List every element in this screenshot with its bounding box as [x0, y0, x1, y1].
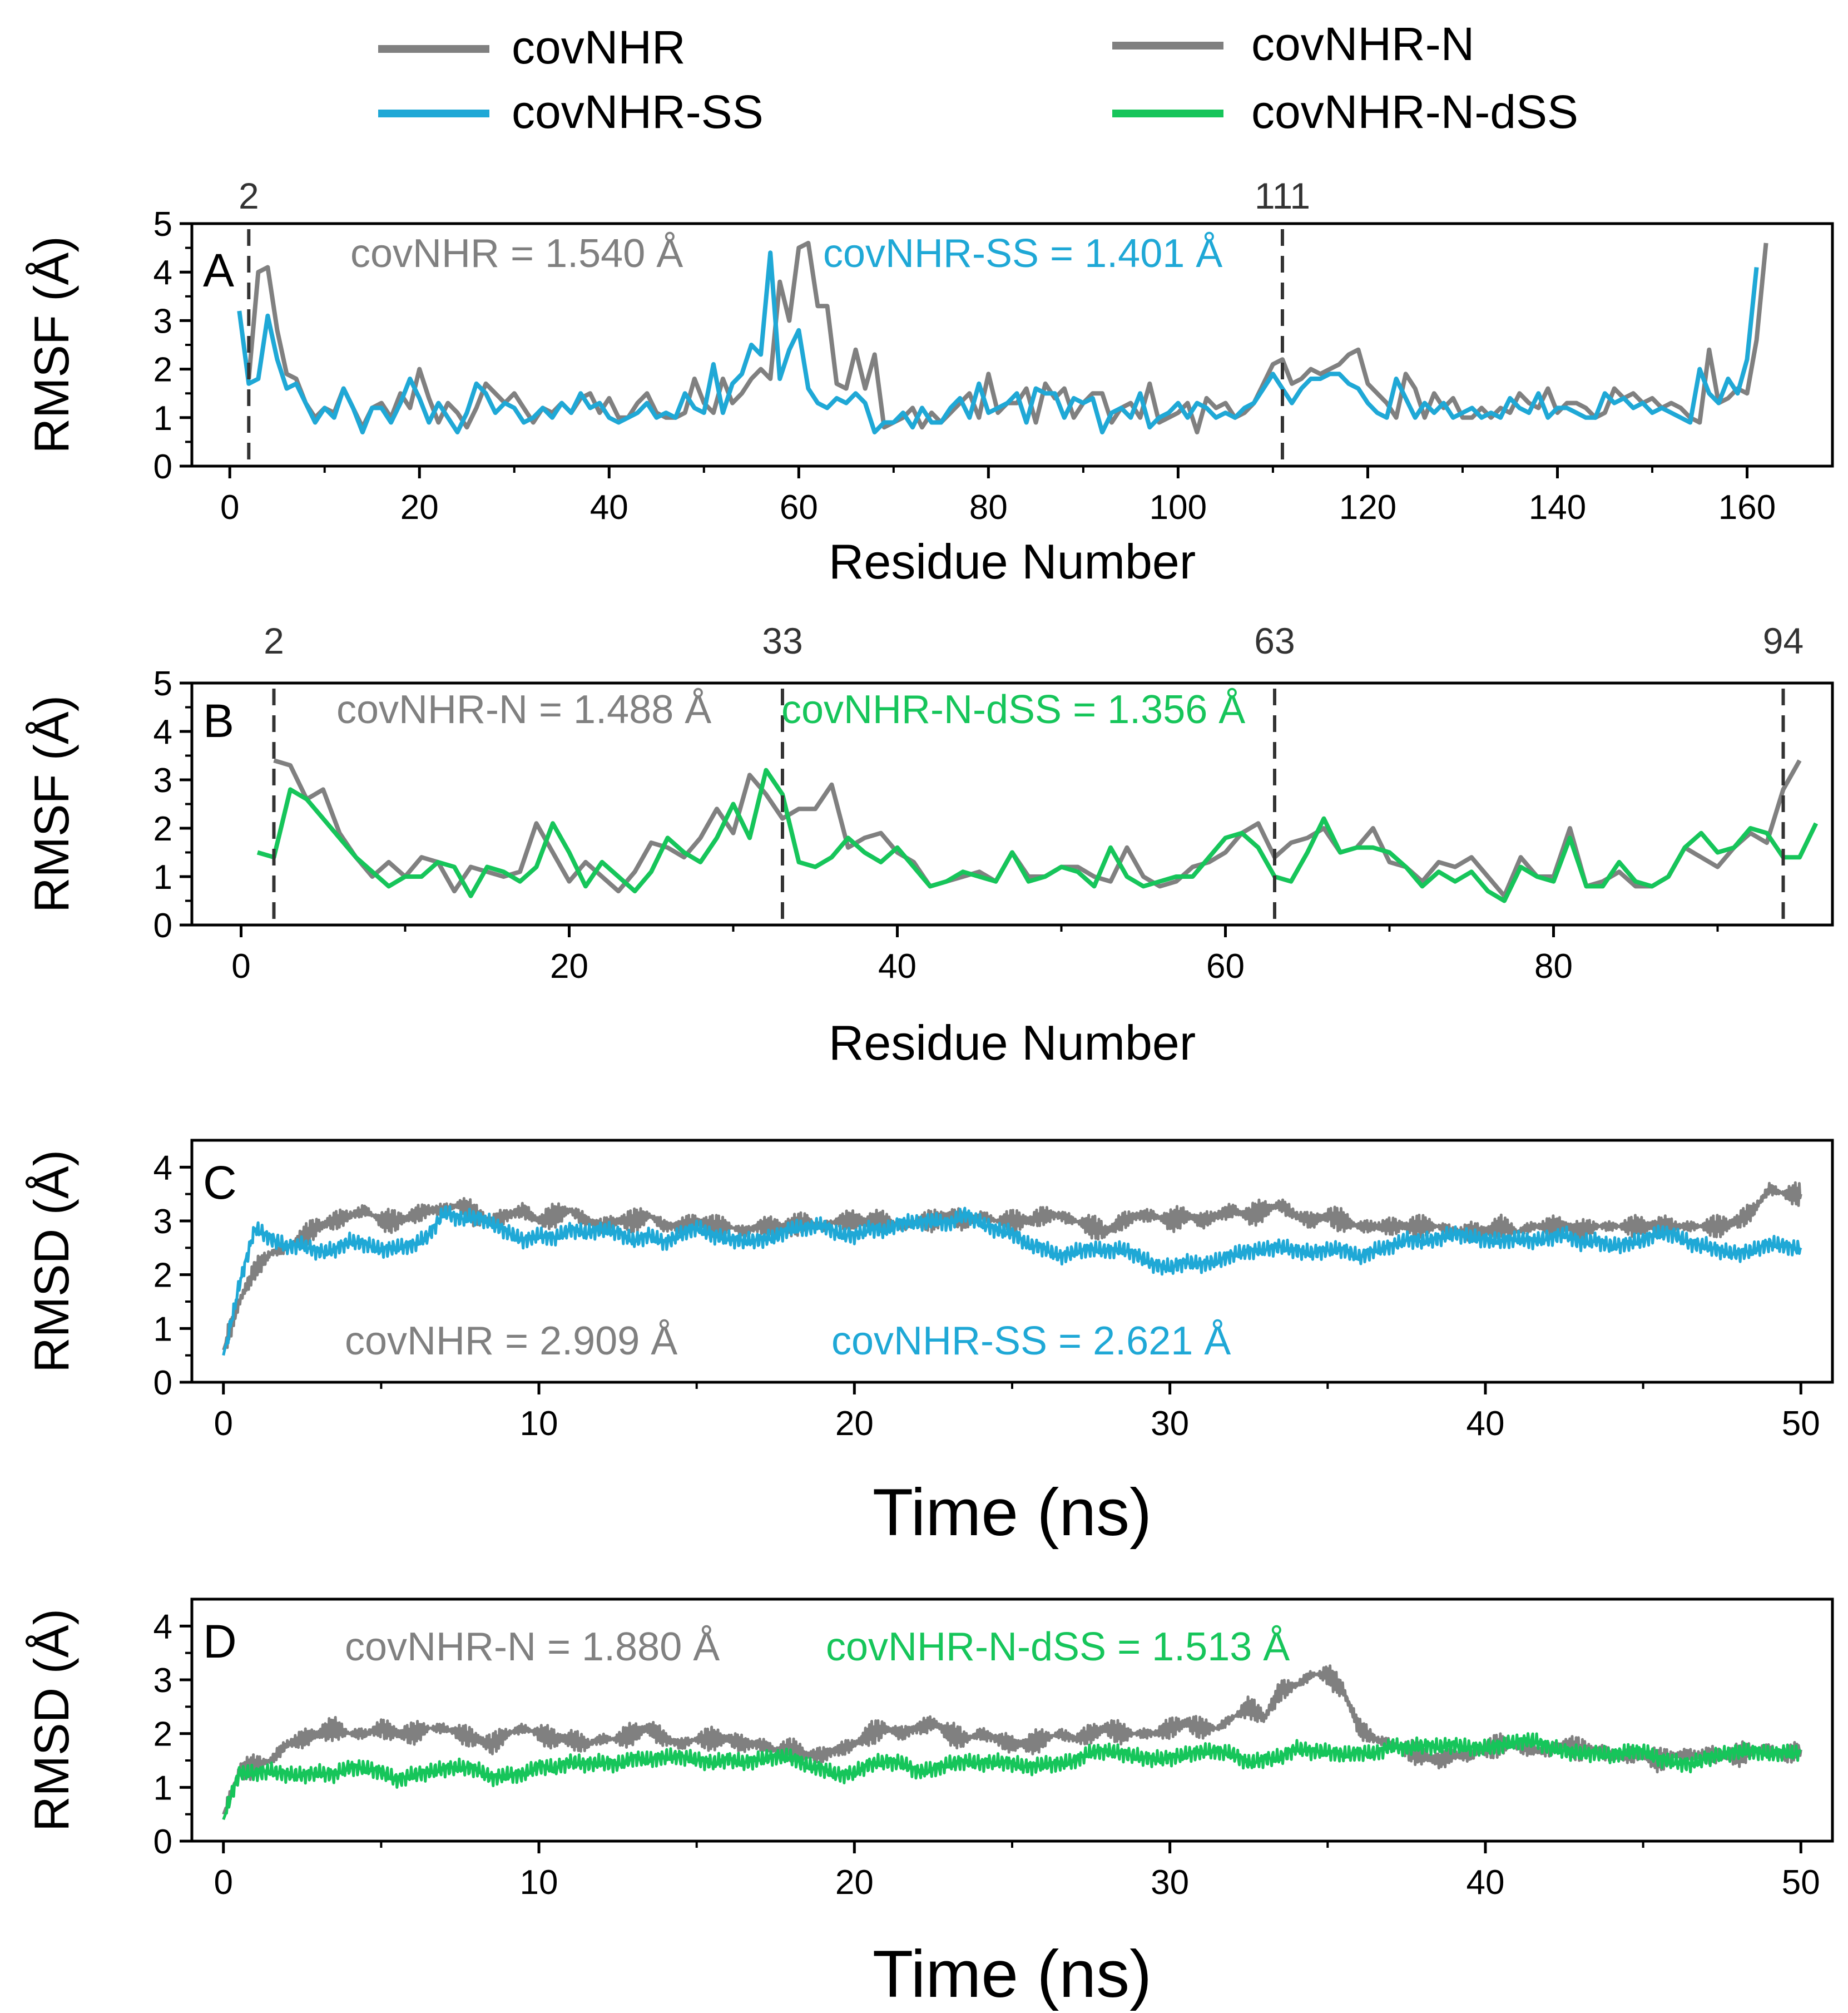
panel-d-annotation-2: covNHR-N-dSS = 1.513 Å [826, 1625, 1290, 1669]
legend: covNHR covNHR-SS covNHR-N covNHR-N-dSS [378, 18, 1578, 138]
panel-c-ytick-label: 2 [153, 1257, 172, 1295]
panel-a-series-group [237, 240, 1768, 434]
panel-c-ylabel: RMSD (Å) [24, 1150, 79, 1373]
panel-d-ytick-label: 1 [153, 1769, 172, 1807]
panel-d-ytick-label: 0 [153, 1823, 172, 1861]
panel-d-ytick-label: 2 [153, 1715, 172, 1754]
panel-c-xtick-label: 30 [1151, 1404, 1189, 1443]
panel-d-xtick-label: 50 [1782, 1863, 1820, 1902]
panel-d-ylabel: RMSD (Å) [24, 1609, 79, 1832]
panel-a-ylabel: RMSF (Å) [24, 236, 79, 453]
panel-a-rmsf: 0 20 40 60 80 100 120 140 160 0 1 2 3 4 5 2 111 A covNHR =… [24, 175, 1834, 589]
panel-c-annotation-1: covNHR = 2.909 Å [345, 1319, 677, 1363]
panel-c-xtick-label: 10 [520, 1404, 558, 1443]
panel-b-xtick-label: 40 [878, 947, 916, 986]
panel-c-ytick-label: 0 [153, 1364, 172, 1402]
panel-c-ytick-label: 4 [153, 1149, 172, 1187]
panel-b-xtick-label: 80 [1534, 947, 1573, 986]
panel-a-xtick-label: 60 [780, 488, 818, 527]
panel-b-marker-label-33: 33 [762, 620, 802, 661]
panel-d-plot-frame [190, 1597, 1834, 1843]
panel-c-letter: C [203, 1156, 237, 1209]
panel-c-ytick-label: 1 [153, 1310, 172, 1348]
panel-c-xtick-label: 50 [1782, 1404, 1820, 1443]
legend-label-covnhr-n: covNHR-N [1251, 18, 1474, 70]
panel-c-xtick-label: 0 [214, 1404, 232, 1443]
panel-c-annotation-2: covNHR-SS = 2.621 Å [831, 1319, 1231, 1363]
panel-d-xtick-label: 20 [835, 1863, 874, 1902]
panel-b-annotation-2: covNHR-N-dSS = 1.356 Å [781, 688, 1245, 732]
panel-a-ytick-label: 4 [153, 254, 172, 292]
legend-label-covnhr: covNHR [512, 21, 686, 73]
panel-d-series-covnhr-n-dss [222, 1732, 1802, 1821]
panel-a-xtick-label: 40 [590, 488, 628, 527]
panel-b-marker-label-63: 63 [1254, 620, 1295, 661]
panel-a-plot-frame [190, 222, 1834, 468]
panel-a-letter: A [203, 244, 234, 296]
panel-b-series-covnhr-n-dss [256, 768, 1819, 903]
panel-b-ytick-label: 1 [153, 858, 172, 897]
panel-a-annotation-1: covNHR = 1.540 Å [350, 231, 683, 276]
panel-b-marker-label-94: 94 [1763, 620, 1804, 661]
panel-b-letter: B [203, 695, 234, 747]
panel-a-ytick-label: 2 [153, 351, 172, 389]
panel-a-xtick-label: 20 [400, 488, 439, 527]
panel-b-xlabel: Residue Number [829, 1015, 1196, 1070]
panel-d-xtick-label: 10 [520, 1863, 558, 1902]
panel-a-xlabel: Residue Number [829, 534, 1196, 589]
panel-d-xtick-label: 30 [1151, 1863, 1189, 1902]
panel-a-ytick-label: 1 [153, 399, 172, 438]
panel-b-series-covnhr-n [273, 758, 1802, 898]
panel-d-series-group [222, 1664, 1802, 1821]
panel-c-ytick-label: 3 [153, 1203, 172, 1241]
panel-b-xtick-label: 60 [1206, 947, 1245, 986]
panel-a-xtick-label: 120 [1339, 488, 1396, 527]
panel-d-xtick-label: 40 [1466, 1863, 1504, 1902]
panel-c-series-group [222, 1181, 1802, 1356]
panel-c-xtick-label: 20 [835, 1404, 874, 1443]
panel-c-xtick-label: 40 [1466, 1404, 1504, 1443]
panel-a-series-covnhr-ss [237, 250, 1759, 434]
panel-b-ytick-label: 5 [153, 665, 172, 703]
panel-a-xtick-label: 160 [1718, 488, 1776, 527]
panel-c-xlabel: Time (ns) [873, 1475, 1152, 1550]
panel-a-marker-label-111: 111 [1255, 175, 1310, 216]
panel-b-series-group [256, 758, 1819, 903]
panel-d-annotation-1: covNHR-N = 1.880 Å [345, 1625, 720, 1669]
panel-a-xtick-label: 80 [969, 488, 1008, 527]
panel-a-ytick-label: 3 [153, 302, 172, 340]
panel-a-ytick-label: 5 [153, 205, 172, 244]
panel-c-series-covnhr-ss [222, 1205, 1802, 1356]
panel-b-ytick-label: 0 [153, 907, 172, 945]
panel-a-xtick-label: 100 [1150, 488, 1207, 527]
panel-a-annotation-2: covNHR-SS = 1.401 Å [823, 231, 1222, 276]
panel-d-xlabel: Time (ns) [873, 1937, 1152, 2011]
panel-b-ytick-label: 3 [153, 761, 172, 800]
panel-b-ytick-label: 2 [153, 810, 172, 848]
panel-d-ytick-label: 3 [153, 1661, 172, 1700]
panel-c-plot-frame [190, 1139, 1834, 1384]
panel-b-rmsf: 0 20 40 60 80 0 1 2 3 4 5 2 33 63 94 B covNHR-N = 1.488 … [24, 620, 1834, 1070]
panel-b-marker-label-2: 2 [264, 620, 284, 661]
panel-b-ytick-label: 4 [153, 713, 172, 751]
panel-b-xtick-label: 20 [550, 947, 588, 986]
panel-b-plot-frame [190, 681, 1834, 927]
panel-a-ytick-label: 0 [153, 448, 172, 486]
panel-a-xtick-label: 140 [1529, 488, 1586, 527]
panel-b-annotation-1: covNHR-N = 1.488 Å [336, 688, 711, 732]
panel-d-ytick-label: 4 [153, 1608, 172, 1646]
panel-d-letter: D [203, 1615, 237, 1668]
panel-a-marker-label-2: 2 [239, 175, 259, 216]
panel-b-ylabel: RMSF (Å) [24, 695, 79, 913]
panel-d-series-covnhr-n [222, 1664, 1802, 1815]
panel-b-xtick-label: 0 [231, 947, 250, 986]
panel-d-xtick-label: 0 [214, 1863, 232, 1902]
legend-label-covnhr-ss: covNHR-SS [512, 86, 764, 138]
panel-a-xtick-label: 0 [220, 488, 239, 527]
legend-label-covnhr-n-dss: covNHR-N-dSS [1251, 86, 1578, 138]
